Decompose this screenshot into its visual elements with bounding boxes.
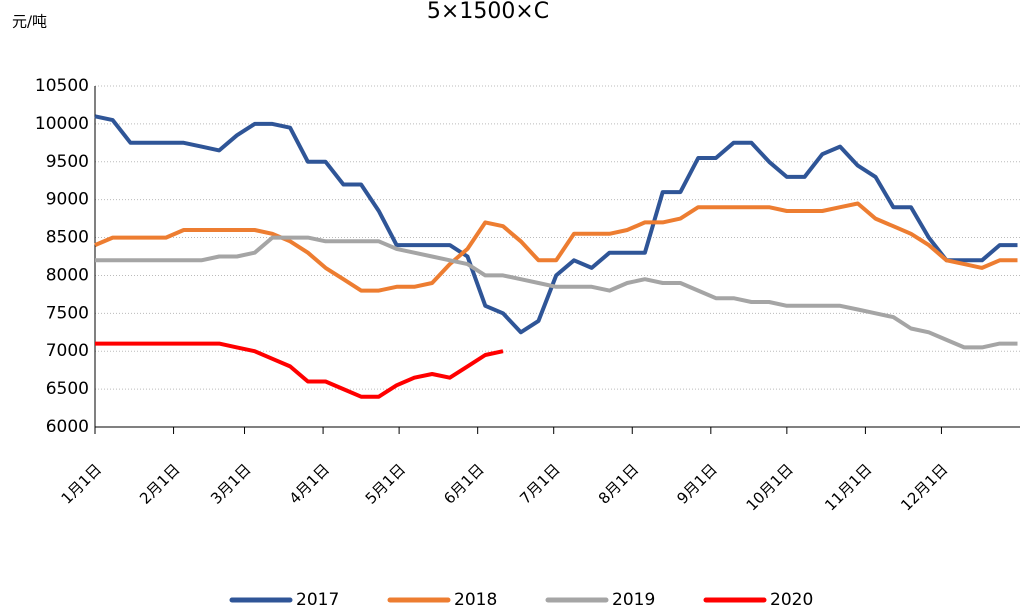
legend-label: 2017 [296,590,339,610]
x-tick-label: 6月1日 [440,460,487,507]
x-tick-label: 2月1日 [136,460,183,507]
line [94,114,1018,335]
line [95,341,504,399]
legend-label: 2019 [612,590,655,610]
y-tick-label: 8500 [46,228,89,248]
y-axis-label: 元/吨 [12,13,47,31]
x-tick-label: 7月1日 [516,460,563,507]
y-tick-label: 8000 [46,265,89,285]
legend-label: 2018 [454,590,497,610]
x-tick-label: 10月1日 [743,460,797,514]
y-tick-label: 10000 [35,114,89,134]
x-tick-label: 1月1日 [58,460,105,507]
y-tick-label: 9000 [46,190,89,210]
line [94,201,1018,293]
y-tick-label: 9500 [46,152,89,172]
y-tick-label: 7000 [46,341,89,361]
y-tick-label: 10500 [35,76,89,96]
x-tick-label: 5月1日 [362,460,409,507]
y-tick-label: 6000 [46,417,89,437]
y-tick-label: 7500 [46,303,89,323]
legend-label: 2020 [770,590,813,610]
line [95,235,1018,350]
x-tick-label: 12月1日 [897,460,951,514]
x-tick-label: 9月1日 [673,460,720,507]
x-tick-label: 11月1日 [821,460,875,514]
chart-title: 5×1500×C [427,0,549,24]
x-tick-label: 8月1日 [595,460,642,507]
x-tick-label: 3月1日 [207,460,254,507]
y-tick-label: 6500 [46,379,89,399]
x-tick-label: 4月1日 [286,460,333,507]
